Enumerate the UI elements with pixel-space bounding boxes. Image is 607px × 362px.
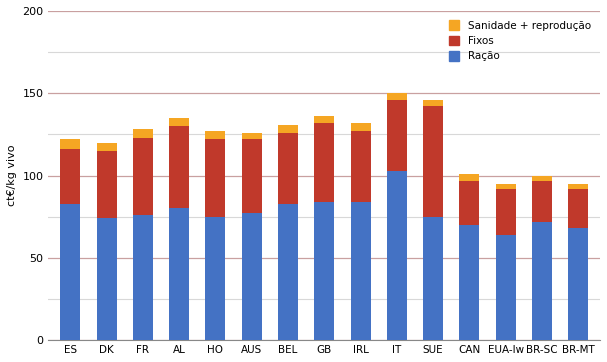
Bar: [423, 106, 443, 217]
Bar: [423, 217, 443, 340]
Bar: [205, 131, 225, 139]
Bar: [532, 181, 552, 222]
Bar: [351, 202, 370, 340]
Bar: [242, 214, 262, 340]
Bar: [60, 203, 80, 340]
Bar: [423, 100, 443, 106]
Bar: [278, 125, 298, 133]
Bar: [60, 149, 80, 203]
Bar: [496, 235, 516, 340]
Bar: [169, 209, 189, 340]
Bar: [314, 202, 334, 340]
Bar: [459, 174, 480, 181]
Bar: [351, 131, 370, 202]
Bar: [532, 176, 552, 181]
Bar: [205, 139, 225, 217]
Bar: [568, 189, 588, 228]
Bar: [496, 184, 516, 189]
Bar: [278, 133, 298, 203]
Bar: [133, 215, 153, 340]
Bar: [205, 217, 225, 340]
Bar: [532, 222, 552, 340]
Bar: [314, 123, 334, 202]
Bar: [314, 116, 334, 123]
Bar: [387, 93, 407, 100]
Bar: [568, 184, 588, 189]
Bar: [568, 228, 588, 340]
Bar: [169, 118, 189, 126]
Bar: [351, 123, 370, 131]
Bar: [133, 130, 153, 138]
Bar: [169, 126, 189, 209]
Bar: [97, 143, 117, 151]
Bar: [387, 171, 407, 340]
Bar: [496, 189, 516, 235]
Y-axis label: ct€/kg vivo: ct€/kg vivo: [7, 145, 17, 206]
Bar: [459, 225, 480, 340]
Bar: [60, 139, 80, 149]
Bar: [97, 151, 117, 218]
Bar: [387, 100, 407, 171]
Bar: [459, 181, 480, 225]
Bar: [278, 203, 298, 340]
Bar: [97, 218, 117, 340]
Legend: Sanidade + reprodução, Fixos, Ração: Sanidade + reprodução, Fixos, Ração: [445, 16, 595, 66]
Bar: [242, 139, 262, 214]
Bar: [133, 138, 153, 215]
Bar: [242, 133, 262, 139]
